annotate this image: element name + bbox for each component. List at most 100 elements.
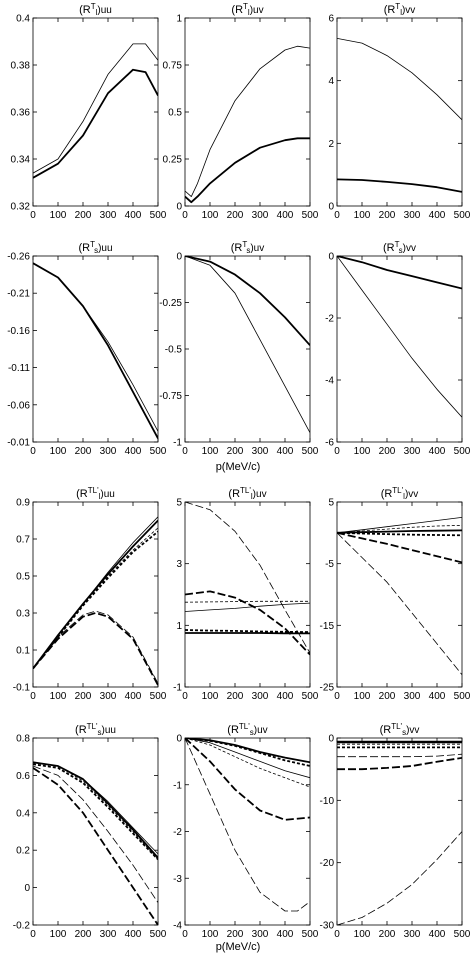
y-tick-label: 0.25	[163, 155, 183, 166]
x-tick-label: 400	[429, 210, 446, 221]
x-tick-label: 100	[50, 446, 67, 457]
series-line-thick-long-dash	[33, 767, 158, 925]
title-sub: l	[403, 492, 405, 501]
plot-frame	[184, 17, 311, 207]
y-tick-label: -0.75	[159, 391, 182, 402]
x-tick-label: 400	[277, 446, 294, 457]
title-sub: s	[250, 728, 254, 737]
title-sub: l	[248, 8, 250, 17]
x-tick-label: 400	[125, 446, 142, 457]
y-tick-label: 0.1	[16, 646, 30, 657]
series-line-thick-short-dash	[337, 531, 462, 537]
x-tick-label: 0	[30, 446, 36, 457]
y-tick-label: -0.25	[159, 298, 182, 309]
plot-frame	[184, 737, 311, 926]
title-part: (R	[231, 242, 243, 254]
y-tick-label: -0.16	[7, 326, 30, 337]
y-tick-label: 0.4	[16, 808, 30, 819]
y-tick-label: -1	[173, 438, 182, 449]
series-line-thin	[33, 43, 158, 174]
y-tick-label: -2	[173, 827, 182, 838]
panel-title: (RTl)uv	[231, 2, 263, 17]
plot-frame	[336, 255, 463, 443]
x-tick-label: 100	[354, 210, 371, 221]
series-line-thick	[185, 256, 310, 346]
series-line-thin-long-dash	[33, 765, 158, 903]
x-tick-label: 500	[150, 210, 167, 221]
x-tick-label: 300	[404, 691, 421, 702]
series-line-thin-long-dash-low	[337, 831, 462, 925]
title-sup: TL'	[240, 486, 251, 495]
y-tick-label: 0.36	[11, 108, 31, 119]
title-sup: TL'	[391, 722, 402, 731]
x-tick-label: 300	[100, 691, 117, 702]
series-line-thick	[337, 256, 462, 290]
y-tick-label: 6	[328, 14, 334, 25]
x-tick-label: 200	[227, 929, 244, 940]
series-line-thin-long-dash	[33, 610, 158, 684]
panel-2: (RTl)uv 0 100 200 300 400 500 0 0.25 0.5 0.75 1	[163, 2, 319, 221]
x-tick-label: 200	[75, 691, 92, 702]
y-tick-label: -2	[325, 314, 334, 325]
x-tick-label: 300	[404, 210, 421, 221]
title-part: (R	[227, 724, 239, 736]
title-part: (R	[75, 724, 87, 736]
y-tick-label: -0.2	[13, 921, 31, 932]
title-sub: l	[99, 492, 101, 501]
series-line-thick	[337, 529, 462, 534]
x-tick-label: 0	[182, 210, 188, 221]
plot-frame	[336, 17, 463, 207]
title-part: )vv	[405, 489, 418, 500]
x-tick-label: 200	[75, 929, 92, 940]
x-tick-label: 300	[252, 929, 269, 940]
x-tick-label: 400	[277, 210, 294, 221]
title-part: )vv	[406, 725, 419, 736]
y-tick-label: 0.2	[16, 846, 30, 857]
y-tick-label: -1	[173, 683, 182, 694]
x-tick-label: 100	[354, 929, 371, 940]
y-tick-label: 0.4	[16, 14, 30, 25]
x-tick-label: 500	[302, 929, 319, 940]
x-tick-label: 300	[100, 210, 117, 221]
x-tick-label: 0	[182, 929, 188, 940]
x-tick-label: 300	[404, 446, 421, 457]
y-tick-label: -0.21	[7, 289, 30, 300]
x-tick-label: 500	[454, 446, 471, 457]
title-sup: T	[395, 240, 400, 249]
series-line-thin-short-dash	[33, 761, 158, 860]
y-tick-label: 0.9	[16, 498, 30, 509]
panel-7: (RTL'l)uu 0 100 200 300 400 500 -0.1 0.1 0.3 0.5 0.…	[13, 486, 167, 702]
x-tick-label: 0	[334, 929, 340, 940]
x-tick-label: 300	[252, 691, 269, 702]
y-tick-label: 0.8	[16, 734, 30, 745]
title-part: )uv	[253, 489, 267, 500]
series-line-thick	[33, 519, 158, 670]
title-sub: l	[251, 492, 253, 501]
y-tick-label: -5	[325, 559, 334, 570]
y-tick-label: 1	[176, 621, 182, 632]
y-tick-label: 0.34	[11, 155, 31, 166]
title-sup: TL'	[88, 486, 99, 495]
x-axis-label-bottom: p(MeV/c)	[216, 941, 261, 953]
x-tick-label: 0	[334, 691, 340, 702]
x-tick-label: 300	[404, 929, 421, 940]
x-tick-label: 400	[125, 210, 142, 221]
series-line-thick-short-dash	[185, 629, 310, 633]
series-line-thick-long-dash	[185, 590, 310, 656]
plot-frame	[184, 501, 311, 688]
x-tick-label: 200	[227, 691, 244, 702]
x-tick-label: 500	[302, 446, 319, 457]
x-tick-label: 300	[100, 446, 117, 457]
panel-12: (RTL's)vv 0 100 200 300 400 500 -30 -20 -10 0	[320, 722, 471, 940]
title-sub: s	[246, 246, 250, 255]
title-sub: s	[402, 728, 406, 737]
series-line-thick	[33, 761, 158, 859]
y-tick-label: -0.11	[8, 363, 30, 374]
x-tick-label: 200	[227, 210, 244, 221]
y-tick-label: 0	[176, 252, 182, 263]
x-tick-label: 0	[30, 929, 36, 940]
x-tick-label: 200	[379, 929, 396, 940]
series-line-thick	[33, 262, 158, 439]
y-tick-label: 0.6	[16, 771, 30, 782]
plot-frame	[336, 501, 463, 688]
